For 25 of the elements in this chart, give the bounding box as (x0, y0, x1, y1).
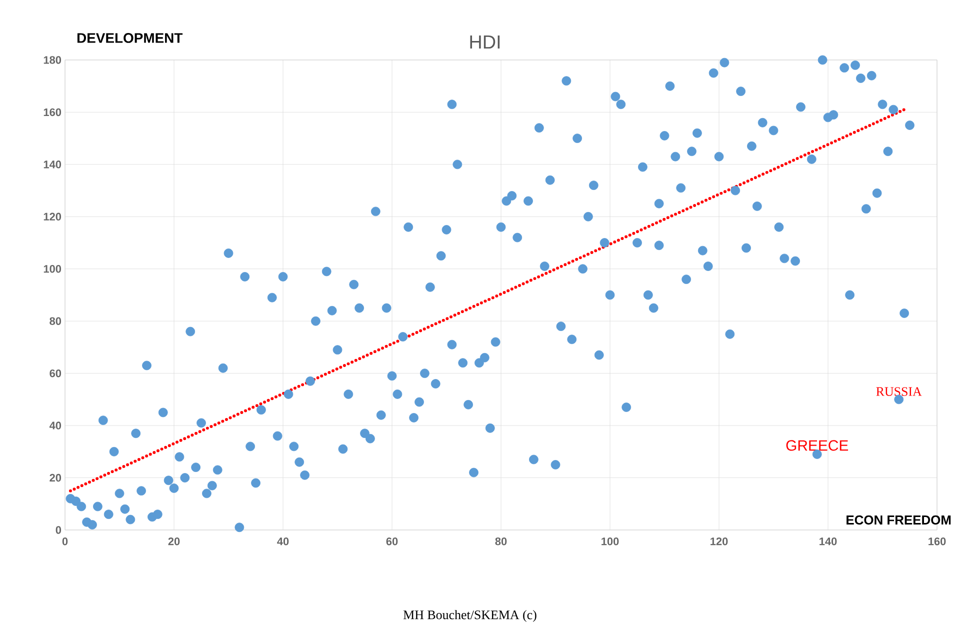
x-tick-label: 20 (168, 538, 180, 546)
text: MH Bouchet/SKEMA (c) (403, 610, 536, 622)
annotation: RUSSIA (876, 387, 922, 396)
x-tick-label: 80 (495, 538, 507, 546)
y-axis-title: DEVELOPMENT (77, 33, 183, 43)
y-tick-label: 120 (44, 212, 62, 221)
y-tick-label: 160 (44, 108, 62, 116)
y-tick-label: 80 (50, 317, 62, 325)
y-tick-label: 20 (50, 474, 62, 482)
y-tick-label: 100 (44, 265, 62, 273)
y-tick-label: 0 (56, 526, 62, 534)
x-tick-label: 100 (602, 538, 619, 546)
annotation: GREECE (786, 440, 848, 451)
y-tick-label: 40 (49, 422, 62, 430)
x-tick-label: 140 (820, 538, 837, 546)
y-tick-label: 60 (50, 369, 62, 378)
x-tick-label: 40 (277, 538, 289, 546)
chart-title: HDI (470, 35, 500, 48)
x-tick-label: 60 (386, 538, 398, 546)
y-tick-label: 180 (44, 56, 62, 64)
x-tick-label: 0 (62, 538, 68, 546)
x-tick-label: 160 (928, 538, 946, 546)
x-axis-title: ECON FREEDOM (846, 515, 951, 525)
x-tick-label: 120 (710, 538, 728, 546)
y-tick-label: 140 (44, 160, 62, 168)
